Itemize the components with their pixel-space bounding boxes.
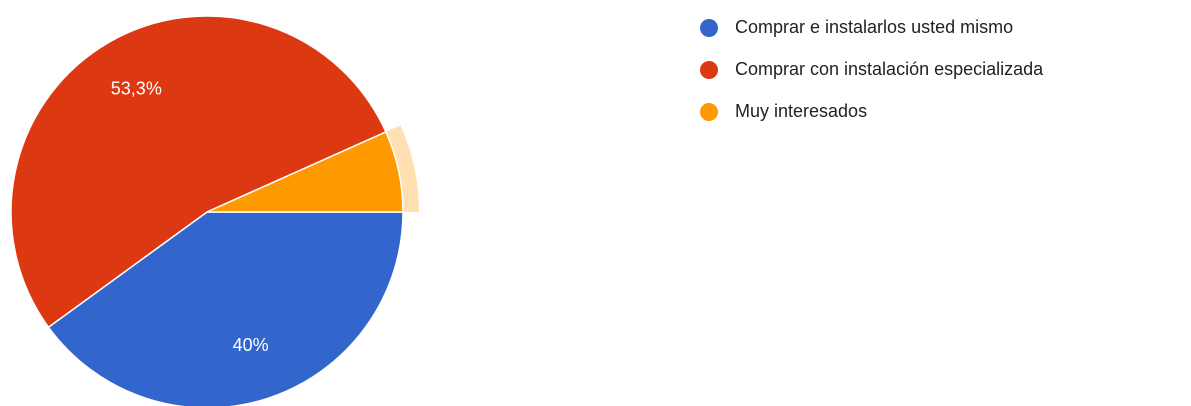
- legend-swatch: [700, 61, 718, 79]
- pie-slice: [206, 130, 404, 213]
- slice-highlight: [385, 125, 419, 212]
- legend-swatch: [700, 19, 718, 37]
- legend-label: Muy interesados: [735, 101, 867, 121]
- legend-swatch: [700, 103, 718, 121]
- legend-label: Comprar e instalarlos usted mismo: [735, 17, 1013, 37]
- pie-slice: [10, 15, 387, 329]
- pie-slice: [47, 211, 404, 406]
- slice-label: 53,3%: [111, 79, 162, 99]
- slice-label: 40%: [233, 335, 269, 355]
- legend-label: Comprar con instalación especializada: [735, 59, 1044, 79]
